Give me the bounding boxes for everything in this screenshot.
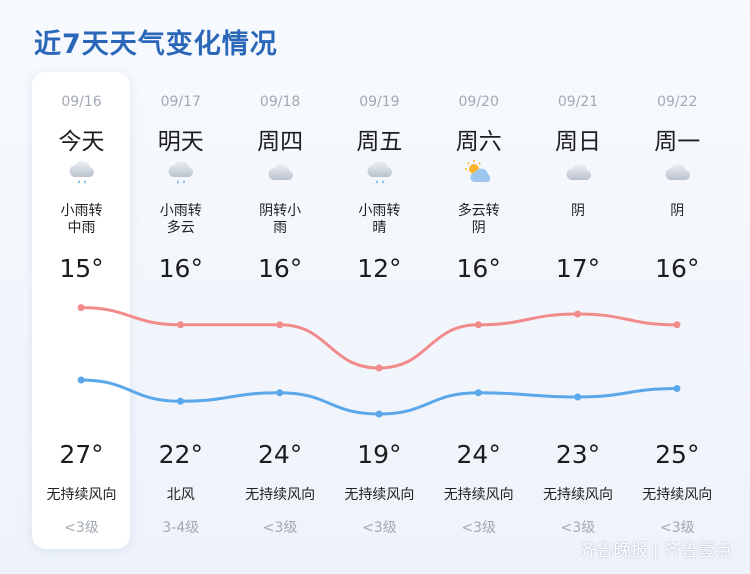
day-column: 09/20 周六多云转阴 16° 24° 无持续风向 <3级 — [429, 72, 528, 549]
date-label: 09/22 — [657, 94, 698, 110]
wind-direction: 北风 — [166, 487, 195, 503]
wind-level: <3级 — [461, 520, 496, 536]
low-temp-point — [673, 321, 681, 329]
day-label: 周日 — [555, 129, 601, 155]
cloud-icon — [563, 158, 595, 188]
weather-description: 小雨转 多云 — [131, 203, 230, 237]
day-label: 周五 — [356, 129, 403, 155]
wind-direction: 无持续风向 — [543, 487, 613, 503]
weather-description: 小雨转 中雨 — [32, 203, 131, 237]
high-temp-point — [474, 389, 482, 397]
high-temp: 22° — [158, 440, 203, 469]
weather-line: 阴 — [571, 203, 585, 219]
sun-cloud-icon — [463, 158, 495, 188]
low-temp: 16° — [655, 254, 700, 283]
rain-cloud-icon — [165, 158, 197, 188]
high-temp-point — [77, 376, 85, 384]
wind-direction: 无持续风向 — [245, 487, 316, 503]
day-label: 周六 — [455, 129, 502, 155]
page-title: 近7天天气变化情况 — [34, 29, 278, 60]
low-temp: 16° — [456, 254, 501, 283]
date-label: 09/18 — [259, 94, 301, 110]
weather-description: 小雨转晴 — [330, 203, 429, 237]
low-temp-point — [77, 304, 85, 312]
wind-direction: 无持续风向 — [642, 487, 713, 503]
cloud-icon — [662, 158, 694, 188]
weather-line: 多云 — [166, 220, 195, 236]
low-temp: 15° — [59, 254, 104, 283]
high-temp: 19° — [357, 440, 402, 469]
high-temp-point — [673, 385, 681, 392]
wind-direction: 无持续风向 — [344, 487, 415, 503]
wind-level: 3-4级 — [162, 520, 200, 536]
low-temp-point — [276, 321, 284, 329]
wind-direction: 无持续风向 — [46, 487, 117, 503]
high-temp: 27° — [59, 440, 104, 469]
low-temp: 12° — [357, 254, 402, 283]
date-label: 09/17 — [160, 94, 201, 110]
low-temp: 17° — [555, 254, 601, 283]
weather-description: 多云转阴 — [429, 203, 528, 237]
weather-line: 晴 — [372, 220, 387, 236]
day-column: 09/16 今天小雨转 中雨 15° 27° 无持续风向 <3级 — [32, 72, 131, 549]
day-column: 09/18 周四阴转小雨 16° 24° 无持续风向 <3级 — [231, 72, 330, 549]
date-label: 09/19 — [359, 94, 400, 110]
wind-level: <3级 — [362, 520, 397, 536]
high-temp: 24° — [257, 440, 303, 469]
date-label: 09/21 — [557, 94, 599, 110]
day-label: 周一 — [654, 129, 701, 155]
weather-line: 阴转小 — [259, 203, 302, 219]
rain-cloud-icon — [66, 158, 98, 188]
day-column: 09/21 周日阴 17° 23° 无持续风向 <3级 — [529, 72, 628, 549]
day-label: 周四 — [257, 129, 304, 155]
weather-description: 阴 — [628, 203, 727, 220]
low-temp: 16° — [158, 254, 203, 283]
day-column: 09/17 明天小雨转 多云 16° 22° 北风 3-4级 — [131, 72, 230, 549]
wind-direction: 无持续风向 — [443, 487, 514, 503]
weather-line: 阴 — [471, 220, 486, 236]
low-temp-point — [176, 321, 184, 329]
wind-level: <3级 — [659, 520, 695, 536]
wind-level: <3级 — [64, 520, 99, 536]
day-column: 09/22 周一阴 16° 25° 无持续风向 <3级 — [628, 72, 727, 549]
day-column: 09/19 周五小雨转晴 12° 19° 无持续风向 <3级 — [330, 72, 429, 549]
low-temp-curve — [79, 306, 679, 370]
wind-level: <3级 — [262, 520, 298, 536]
weather-description: 阴 — [529, 203, 628, 220]
high-temp-point — [176, 397, 184, 405]
weather-line: 雨 — [273, 220, 288, 236]
day-label: 明天 — [157, 129, 204, 155]
weather-line: 多云转 — [457, 203, 500, 219]
high-temp-point — [375, 410, 383, 418]
high-temp: 24° — [456, 440, 501, 469]
high-temp-curve — [79, 378, 679, 416]
wind-level: <3级 — [560, 520, 596, 536]
rain-cloud-icon — [364, 158, 396, 188]
high-temp: 25° — [655, 440, 700, 469]
weather-line: 小雨转 — [358, 203, 401, 219]
day-label: 今天 — [58, 129, 105, 155]
low-temp-point — [375, 364, 383, 372]
low-temp-point — [474, 321, 482, 329]
weather-description: 阴转小雨 — [231, 203, 330, 237]
date-label: 09/20 — [458, 94, 499, 110]
weather-line: 阴 — [670, 203, 685, 219]
weather-line: 中雨 — [67, 220, 96, 236]
weather-line: 小雨转 — [159, 203, 202, 219]
low-temp-point — [574, 310, 582, 318]
weather-line: 小雨转 — [60, 203, 103, 219]
watermark: 齐鲁晚报 | 齐鲁壹点 — [579, 541, 732, 561]
low-temp: 16° — [257, 254, 303, 283]
cloud-icon — [265, 158, 297, 188]
date-label: 09/16 — [61, 94, 102, 110]
high-temp: 23° — [555, 440, 601, 469]
high-temp-point — [574, 393, 582, 401]
high-temp-point — [276, 389, 284, 397]
